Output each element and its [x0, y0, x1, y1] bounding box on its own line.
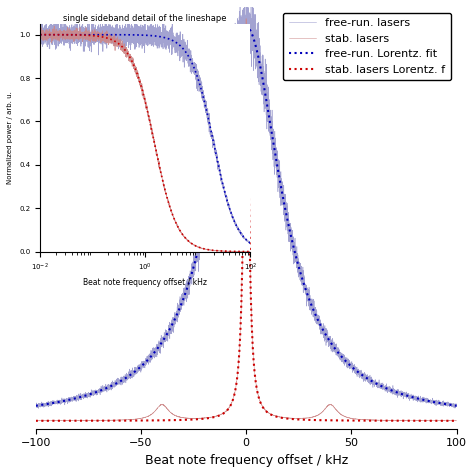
free-run. lasers	[237, 4, 243, 10]
stab. lasers	[345, 415, 351, 420]
Legend: free-run. lasers, stab. lasers, free-run. Lorentz. fit, stab. lasers Lorentz. f: free-run. lasers, stab. lasers, free-run…	[283, 12, 451, 80]
stab. lasers Lorentz. f	[243, 24, 249, 29]
free-run. lasers	[36, 406, 41, 411]
free-run. lasers	[301, 290, 306, 295]
stab. lasers Lorentz. f	[454, 418, 459, 424]
free-run. lasers	[345, 359, 351, 365]
free-run. Lorentz. fit	[54, 400, 60, 405]
stab. lasers Lorentz. f	[282, 415, 288, 421]
free-run. Lorentz. fit	[243, 24, 249, 29]
free-run. Lorentz. fit	[301, 279, 306, 285]
stab. lasers Lorentz. f	[33, 418, 39, 424]
free-run. lasers	[282, 206, 288, 212]
free-run. lasers	[33, 402, 39, 408]
stab. lasers	[446, 418, 452, 424]
stab. lasers Lorentz. f	[345, 418, 351, 423]
free-run. lasers	[367, 379, 373, 384]
stab. lasers Lorentz. f	[301, 417, 306, 422]
free-run. Lorentz. fit	[33, 403, 39, 409]
free-run. lasers	[454, 403, 459, 409]
free-run. Lorentz. fit	[185, 282, 191, 288]
free-run. Lorentz. fit	[282, 204, 288, 210]
free-run. lasers	[185, 277, 191, 283]
stab. lasers Lorentz. f	[54, 418, 60, 424]
stab. lasers	[367, 417, 373, 423]
X-axis label: Beat note frequency offset / kHz: Beat note frequency offset / kHz	[145, 454, 348, 467]
free-run. Lorentz. fit	[345, 360, 351, 366]
free-run. Lorentz. fit	[454, 403, 459, 409]
Line: free-run. lasers: free-run. lasers	[36, 7, 456, 409]
Line: stab. lasers Lorentz. f: stab. lasers Lorentz. f	[36, 27, 456, 421]
stab. lasers Lorentz. f	[185, 417, 191, 423]
stab. lasers	[301, 415, 306, 421]
free-run. lasers	[54, 400, 60, 406]
free-run. Lorentz. fit	[367, 377, 373, 383]
stab. lasers	[33, 418, 39, 423]
Line: stab. lasers: stab. lasers	[36, 18, 456, 421]
stab. lasers	[282, 415, 288, 420]
Line: free-run. Lorentz. fit: free-run. Lorentz. fit	[36, 27, 456, 406]
stab. lasers	[54, 418, 60, 424]
stab. lasers	[185, 415, 191, 421]
stab. lasers	[454, 418, 459, 424]
stab. lasers Lorentz. f	[367, 418, 373, 423]
stab. lasers	[243, 16, 249, 21]
